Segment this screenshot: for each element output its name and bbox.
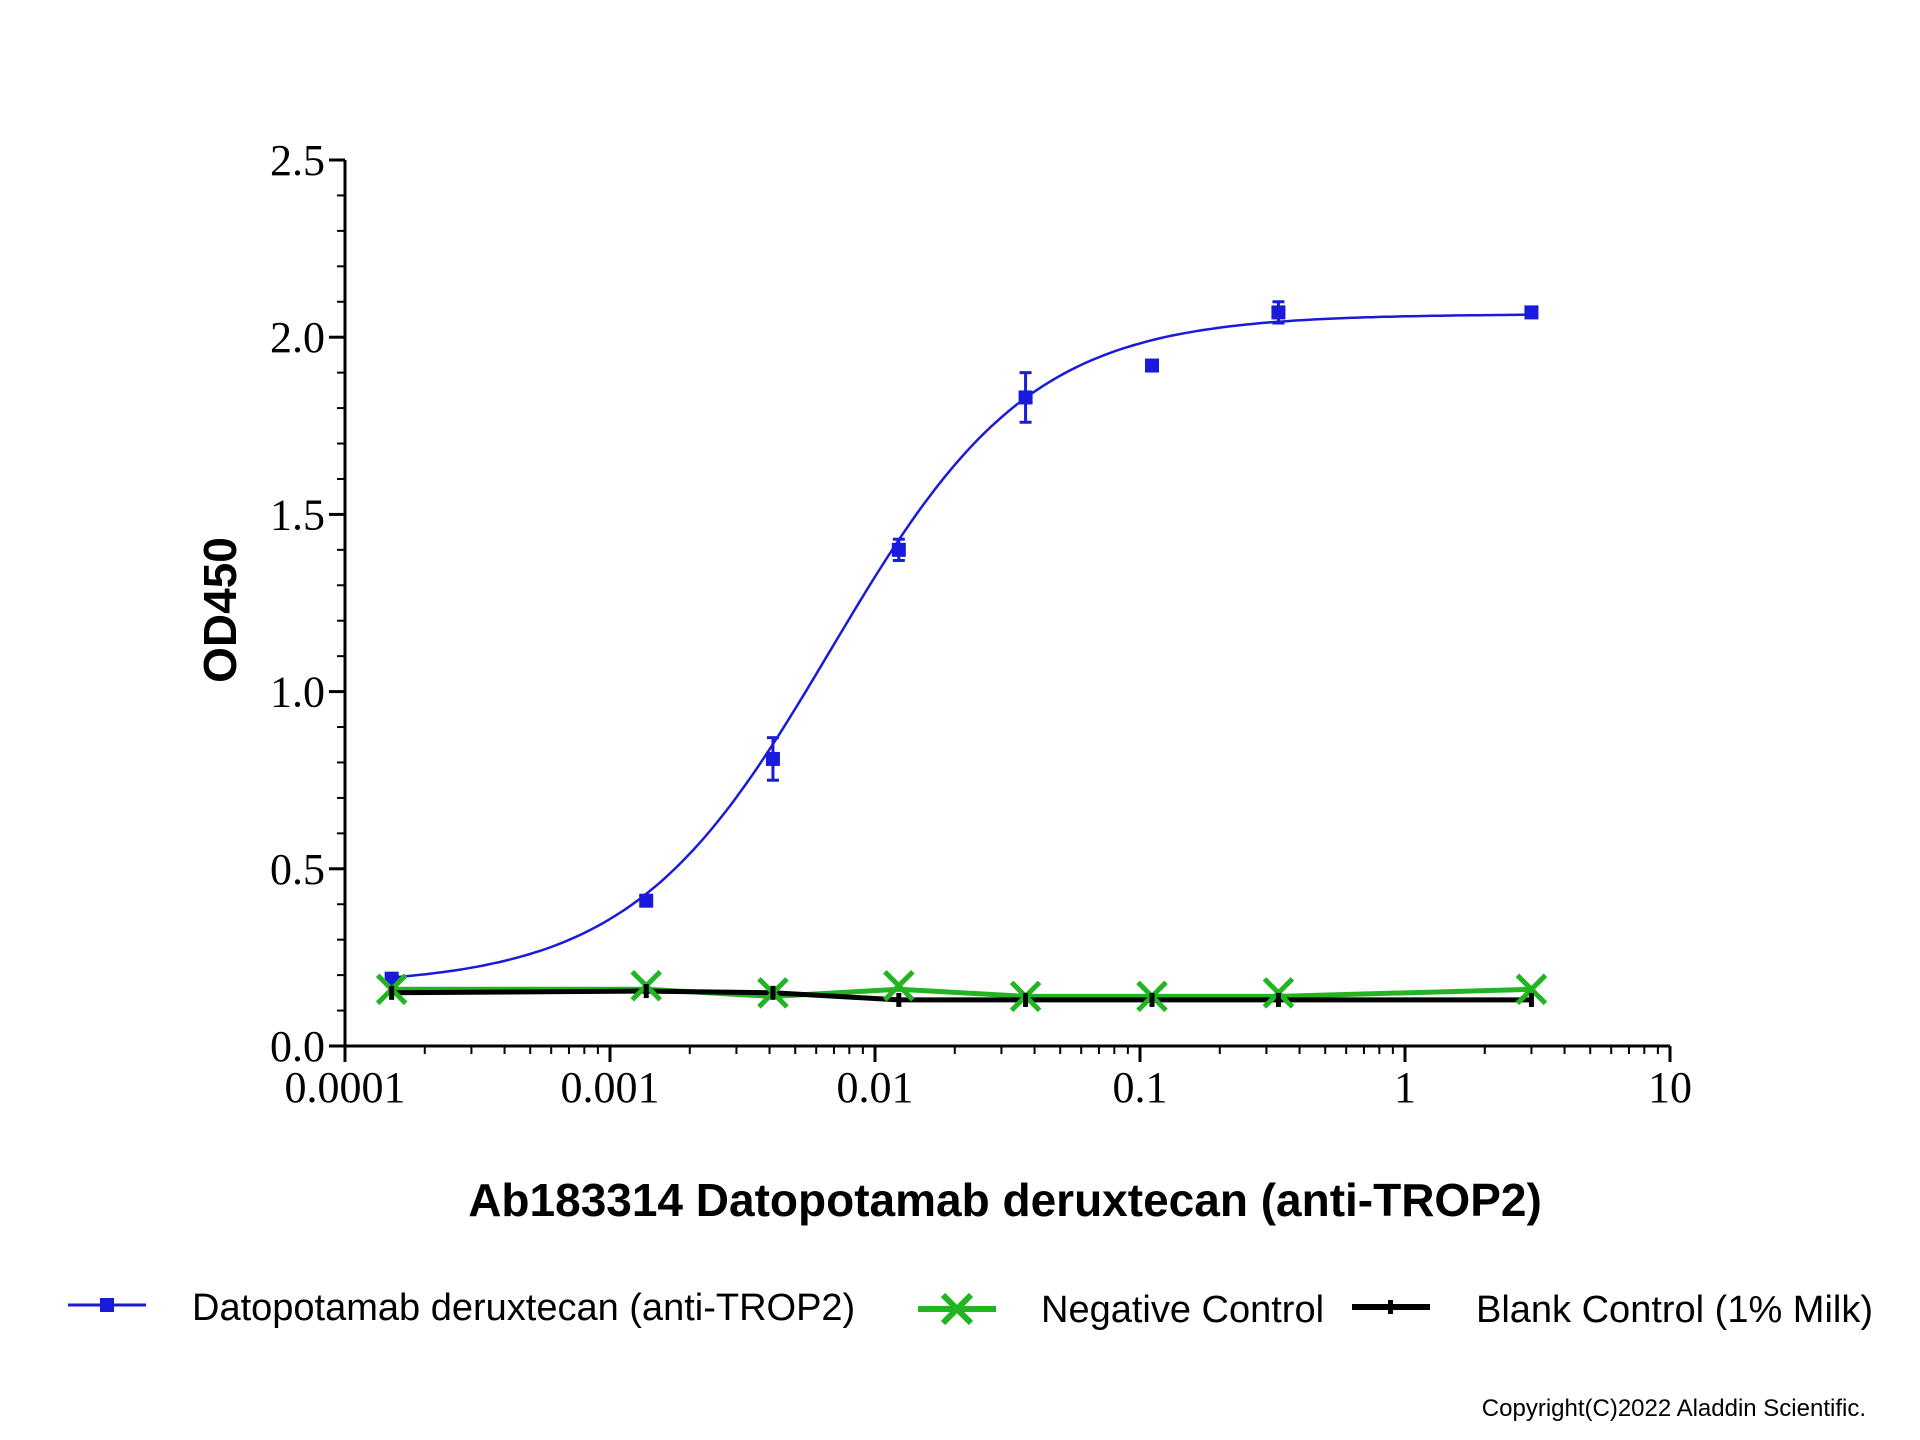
copyright-notice: Copyright(C)2022 Aladdin Scientific. — [1482, 1395, 1866, 1422]
series-line-blank-control — [391, 988, 1532, 1003]
data-point-datopotamab — [765, 751, 780, 766]
legend-label-blank-control: Blank Control (1% Milk) — [1476, 1289, 1873, 1331]
data-point-datopotamab — [1145, 358, 1160, 373]
x-axis-title: Ab183314 Datopotamab deruxtecan (anti-TR… — [468, 1174, 1542, 1226]
legend-item-datopotamab: Datopotamab deruxtecan (anti-TROP2) — [68, 1287, 855, 1329]
y-tick-label: 0.5 — [270, 845, 325, 894]
y-axis-title: OD450 — [194, 537, 246, 683]
x-tick-label: 0.0001 — [285, 1063, 406, 1112]
data-point-datopotamab — [639, 893, 654, 908]
y-tick-label: 1.0 — [270, 668, 325, 717]
data-point-blank-control — [1149, 992, 1155, 1007]
data-point-negative-control — [883, 969, 915, 1002]
y-tick-label: 2.5 — [270, 136, 325, 185]
legend-label-negative-control: Negative Control — [1041, 1289, 1324, 1331]
data-point-datopotamab — [384, 971, 399, 986]
data-point-datopotamab — [1271, 305, 1286, 320]
y-tick-label: 0.0 — [270, 1022, 325, 1071]
y-tick-labels: 0.0 0.5 1.0 1.5 2.0 2.5 — [270, 136, 325, 1071]
plot-area — [375, 300, 1548, 1013]
x-tick-label: 0.1 — [1113, 1063, 1168, 1112]
legend-swatch-marker-datopotamab — [100, 1298, 114, 1312]
data-point-blank-control — [389, 985, 395, 1000]
legend: Datopotamab deruxtecan (anti-TROP2) Nega… — [68, 1287, 1873, 1331]
x-tick-label: 10 — [1648, 1063, 1692, 1112]
legend-item-negative-control: Negative Control — [918, 1289, 1324, 1331]
data-point-negative-control — [1262, 977, 1295, 1009]
legend-item-blank-control: Blank Control (1% Milk) — [1352, 1289, 1873, 1331]
data-point-datopotamab — [891, 542, 906, 557]
data-point-blank-control — [896, 992, 902, 1007]
x-tick-label: 0.01 — [837, 1063, 914, 1112]
legend-label-datopotamab: Datopotamab deruxtecan (anti-TROP2) — [192, 1287, 855, 1329]
data-point-blank-control — [1275, 992, 1281, 1007]
y-tick-label: 1.5 — [270, 490, 325, 539]
fit-curve-datopotamab — [391, 313, 1532, 979]
ticks — [329, 158, 1672, 1062]
y-tick-label: 2.0 — [270, 313, 325, 362]
data-point-blank-control — [1528, 992, 1534, 1007]
data-point-datopotamab — [1524, 305, 1539, 320]
axes — [343, 160, 1670, 1048]
data-point-blank-control — [1023, 992, 1029, 1007]
legend-swatch-marker-negative — [940, 1292, 974, 1326]
x-tick-labels: 0.0001 0.001 0.01 0.1 1 10 — [285, 1063, 1693, 1112]
legend-swatch-marker-blank — [1388, 1300, 1393, 1314]
x-tick-label: 0.001 — [561, 1063, 660, 1112]
data-point-datopotamab — [1018, 390, 1033, 405]
data-point-negative-control — [1515, 973, 1548, 1006]
x-tick-label: 1 — [1394, 1063, 1416, 1112]
data-point-blank-control — [643, 984, 649, 999]
data-point-blank-control — [770, 985, 776, 1000]
